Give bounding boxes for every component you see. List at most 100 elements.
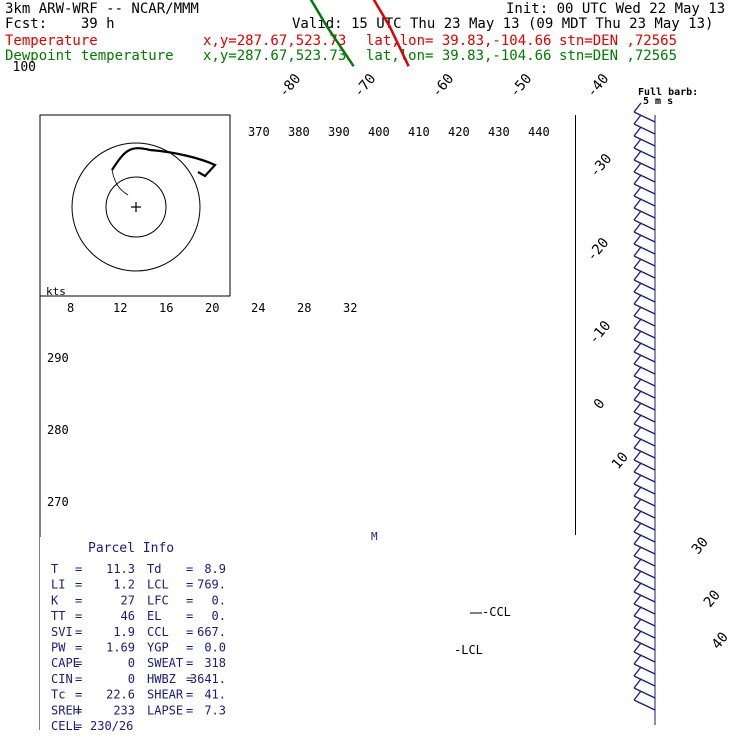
barb-shaft — [633, 207, 656, 219]
wind-barb — [633, 462, 656, 483]
parcel-eq: = — [186, 688, 193, 702]
temperature-latlon: lat,lon= 39.83,-104.66 — [366, 33, 552, 49]
barb-legend-2: 5 m s — [643, 96, 673, 107]
wind-barb — [633, 378, 656, 399]
parcel-value: 1.69 — [106, 641, 135, 655]
parcel-eq: = — [186, 641, 193, 655]
wind-barb — [633, 558, 656, 579]
wind-barb — [633, 582, 656, 603]
wind-barb — [633, 690, 656, 711]
barb-shaft — [633, 627, 656, 639]
isotherm — [461, 0, 703, 66]
barb-flag — [633, 270, 642, 281]
barb-flag — [633, 402, 642, 413]
barb-flag — [633, 162, 642, 173]
isotherm — [0, 0, 192, 66]
dewpoint-line — [309, 0, 355, 67]
barb-shaft — [633, 675, 656, 687]
dry-adiabat — [60, 0, 306, 66]
parcel-eq: = — [75, 656, 82, 670]
barb-shaft — [633, 639, 656, 651]
parcel-value: 0. — [212, 593, 226, 607]
isotherm — [422, 0, 664, 66]
barb-flag — [633, 594, 642, 605]
theta-label: 400 — [368, 125, 390, 139]
barb-flag — [633, 486, 642, 497]
dry-adiabat — [162, 0, 505, 66]
parcel-key: LAPSE — [147, 703, 183, 717]
parcel-value: 41. — [204, 688, 226, 702]
dewpoint-label: Dewpoint temperature — [5, 48, 174, 64]
parcel-value: 0. — [212, 609, 226, 623]
isotherm-label: -40 — [584, 71, 613, 101]
barb-flag — [633, 522, 642, 533]
dry-adiabat — [365, 0, 740, 66]
parcel-eq: = — [75, 593, 82, 607]
parcel-key: Tc — [51, 688, 65, 702]
pressure-tick-label: 100 — [13, 60, 36, 75]
barb-flag — [633, 606, 642, 617]
barb-shaft — [633, 603, 656, 615]
hodo-trace-thin — [111, 169, 129, 196]
inset-scale-label: 32 — [343, 301, 357, 315]
parcel-value: 233 — [113, 703, 135, 717]
wind-barb — [633, 666, 656, 687]
init-time: Init: 00 UTC Wed 22 May 13 — [506, 1, 726, 17]
barb-shaft — [633, 555, 656, 567]
wind-barb — [633, 594, 656, 615]
parcel-key: CELL — [51, 719, 80, 733]
parcel-value: 7.3 — [204, 703, 226, 717]
wind-barb — [633, 486, 656, 507]
barb-flag — [633, 342, 642, 353]
wind-barb — [633, 294, 656, 315]
wind-barb — [633, 246, 656, 267]
isotherm-label: -60 — [429, 71, 458, 101]
parcel-value: 769. — [197, 578, 226, 592]
inset-pressure-label: 280 — [47, 423, 69, 437]
barb-flag — [633, 210, 642, 221]
barb-flag — [633, 126, 642, 137]
isotherm-label: 10 — [609, 449, 632, 472]
wind-barb — [633, 222, 656, 243]
dewpoint-xy: x,y=287.67,523.73 — [203, 48, 347, 64]
theta-label: 390 — [328, 125, 350, 139]
wind-barbs — [633, 102, 656, 725]
inset-unit-label: kts — [46, 285, 66, 298]
barb-flag — [633, 378, 642, 389]
barb-flag — [633, 102, 642, 113]
dry-adiabat — [406, 0, 740, 66]
barb-flag — [633, 150, 642, 161]
parcel-key: TT — [51, 609, 65, 623]
parcel-eq: = — [75, 688, 82, 702]
parcel-value: 0 — [128, 672, 135, 686]
barb-shaft — [633, 387, 656, 399]
wind-barb — [633, 162, 656, 183]
wind-barb — [633, 414, 656, 435]
barb-flag — [633, 678, 642, 689]
barb-shaft — [633, 303, 656, 315]
parcel-eq: = — [186, 672, 193, 686]
parcel-eq: = — [75, 703, 82, 717]
wind-barb — [633, 126, 656, 147]
barb-shaft — [633, 243, 656, 255]
temperature-station: stn=DEN ,72565 — [559, 33, 678, 49]
dry-adiabat — [263, 0, 704, 66]
wind-barb — [633, 630, 656, 651]
barb-shaft — [633, 471, 656, 483]
barb-shaft — [633, 291, 656, 303]
parcel-key: SWEAT — [147, 656, 183, 670]
isotherm — [29, 0, 271, 66]
parcel-eq: = — [186, 625, 193, 639]
parcel-eq: = — [75, 641, 82, 655]
parcel-key: CCL — [147, 625, 169, 639]
barb-flag — [633, 426, 642, 437]
dry-adiabat — [80, 0, 345, 66]
barb-shaft — [633, 183, 656, 195]
barb-flag — [633, 114, 642, 125]
wind-barb — [633, 522, 656, 543]
inset-scale-label: 20 — [205, 301, 219, 315]
parcel-eq: = — [75, 609, 82, 623]
barb-shaft — [633, 663, 656, 675]
barb-flag — [633, 570, 642, 581]
inset-pressure-label: 290 — [47, 351, 69, 365]
